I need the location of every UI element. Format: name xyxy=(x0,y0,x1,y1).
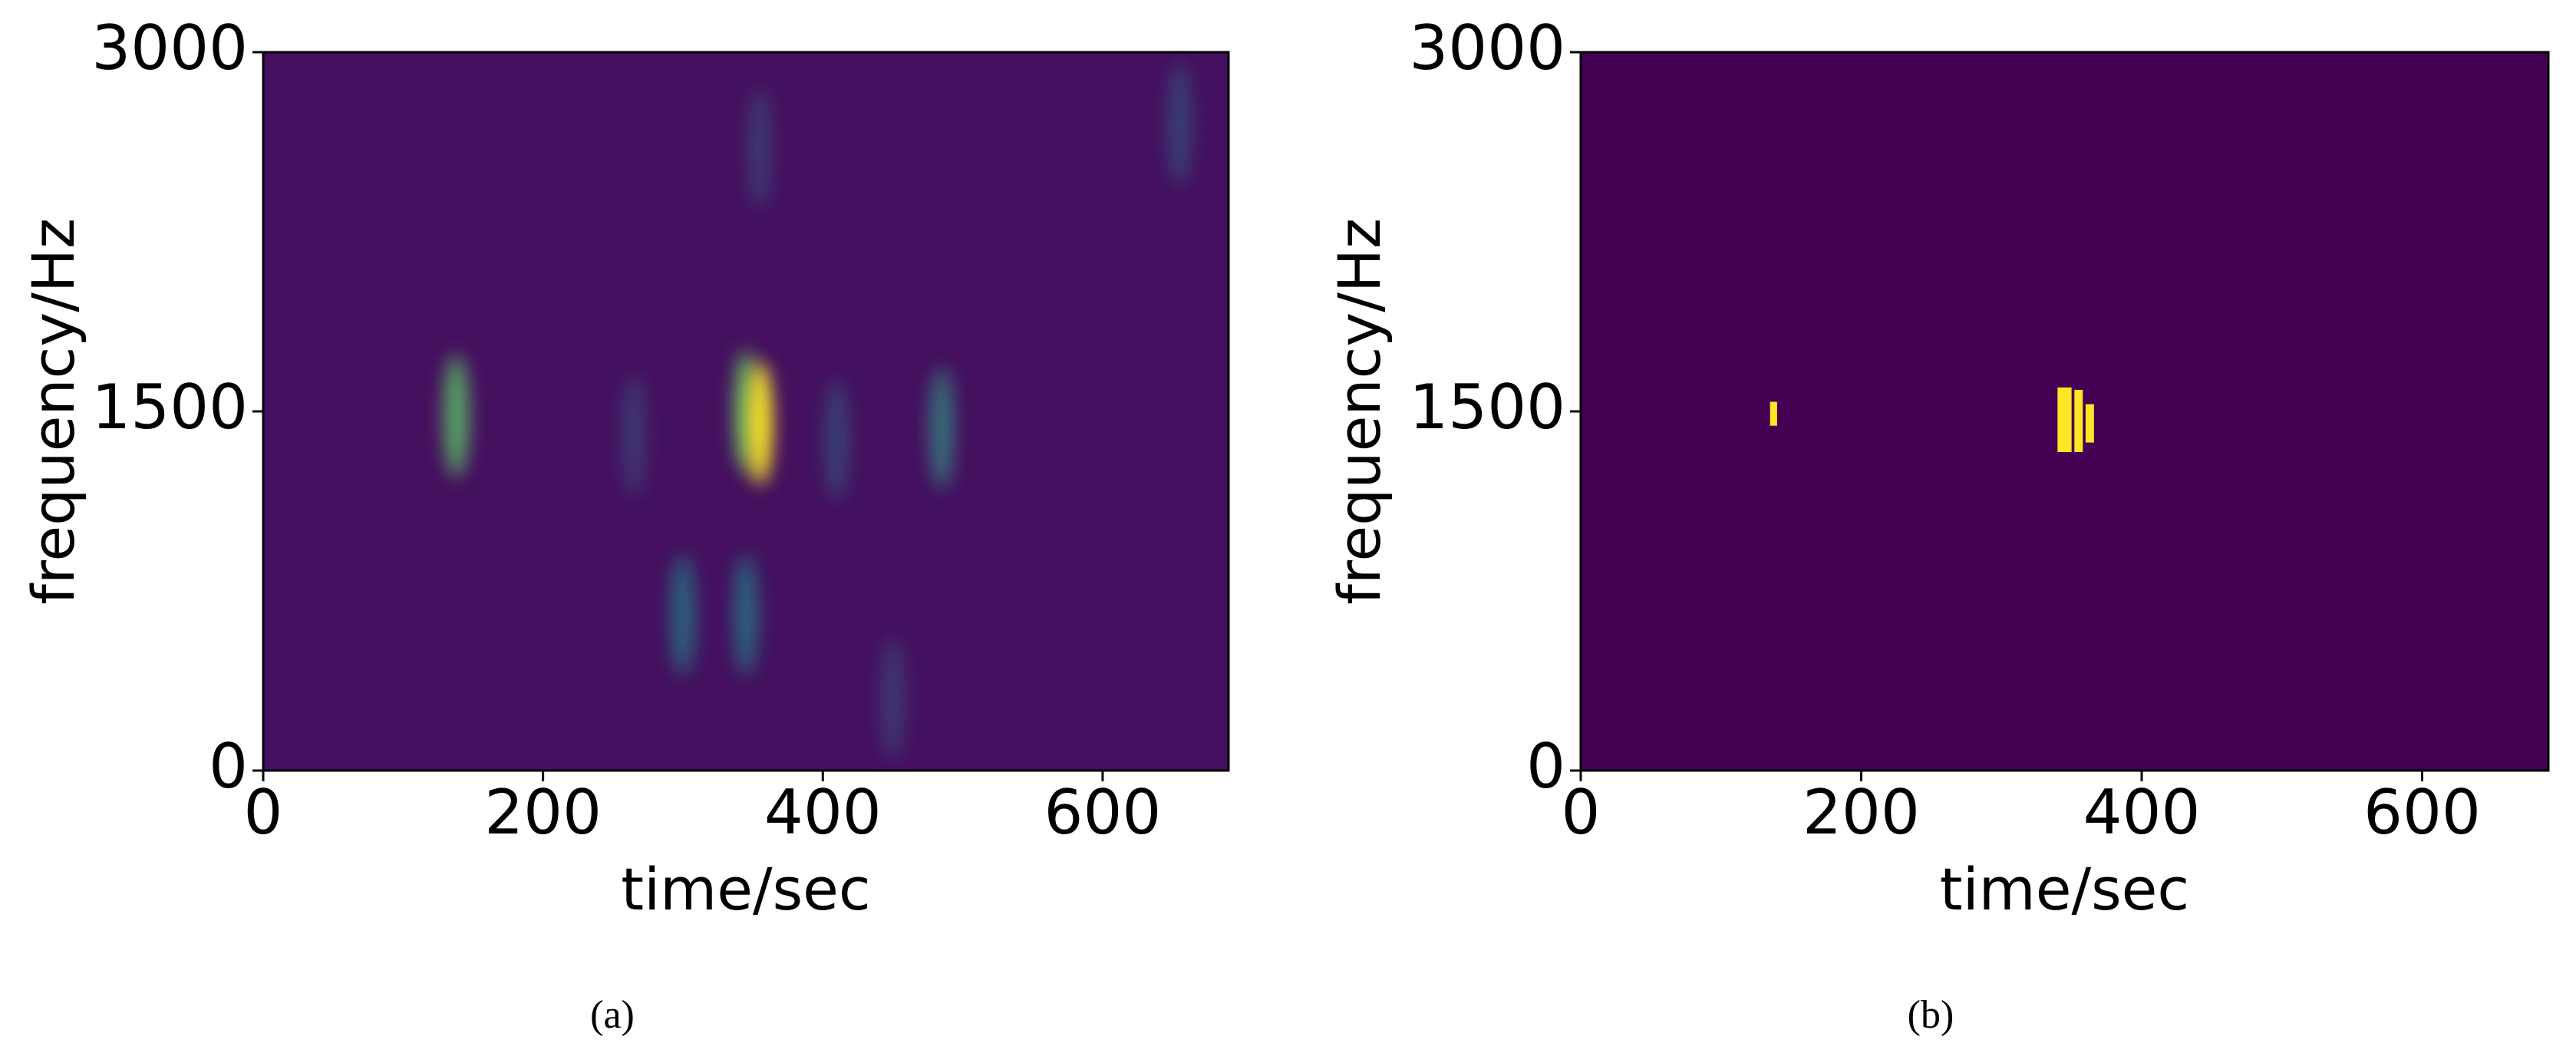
intensity-spot xyxy=(747,86,773,210)
intensity-spot xyxy=(747,361,773,485)
y-tick-label: 1500 xyxy=(91,371,248,443)
mask-cell xyxy=(2074,389,2083,453)
mask-cell xyxy=(1770,401,1777,426)
y-tick-label: 0 xyxy=(1526,731,1565,802)
caption: (b) xyxy=(1908,993,1954,1037)
intensity-spot xyxy=(1167,62,1192,186)
mask-cell xyxy=(2057,387,2072,453)
intensity-spot xyxy=(622,374,647,497)
y-tick-label: 3000 xyxy=(1409,12,1565,84)
intensity-spot xyxy=(929,366,955,490)
x-axis-label: time/sec xyxy=(1940,855,2189,923)
x-tick-label: 200 xyxy=(1803,777,1920,848)
intensity-spot xyxy=(670,553,695,677)
x-axis-label: time/sec xyxy=(621,855,870,923)
x-tick-label: 600 xyxy=(1044,777,1162,848)
y-tick-label: 3000 xyxy=(91,12,248,84)
intensity-spot xyxy=(824,378,849,502)
x-tick-label: 600 xyxy=(2363,777,2481,848)
y-axis-label: frequency/Hz xyxy=(19,218,87,605)
caption: (a) xyxy=(590,993,635,1037)
intensity-spot xyxy=(880,637,905,761)
x-tick-label: 200 xyxy=(484,777,602,848)
y-axis-label: frequency/Hz xyxy=(1325,218,1394,605)
x-tick-label: 400 xyxy=(764,777,882,848)
intensity-spot xyxy=(444,355,469,478)
intensity-spot xyxy=(734,553,758,677)
x-tick-label: 0 xyxy=(1562,777,1601,848)
x-tick-label: 400 xyxy=(2083,777,2201,848)
x-tick-label: 0 xyxy=(244,777,283,848)
mask-cell xyxy=(2085,404,2094,443)
y-tick-label: 0 xyxy=(209,731,248,802)
y-tick-label: 1500 xyxy=(1409,371,1565,443)
